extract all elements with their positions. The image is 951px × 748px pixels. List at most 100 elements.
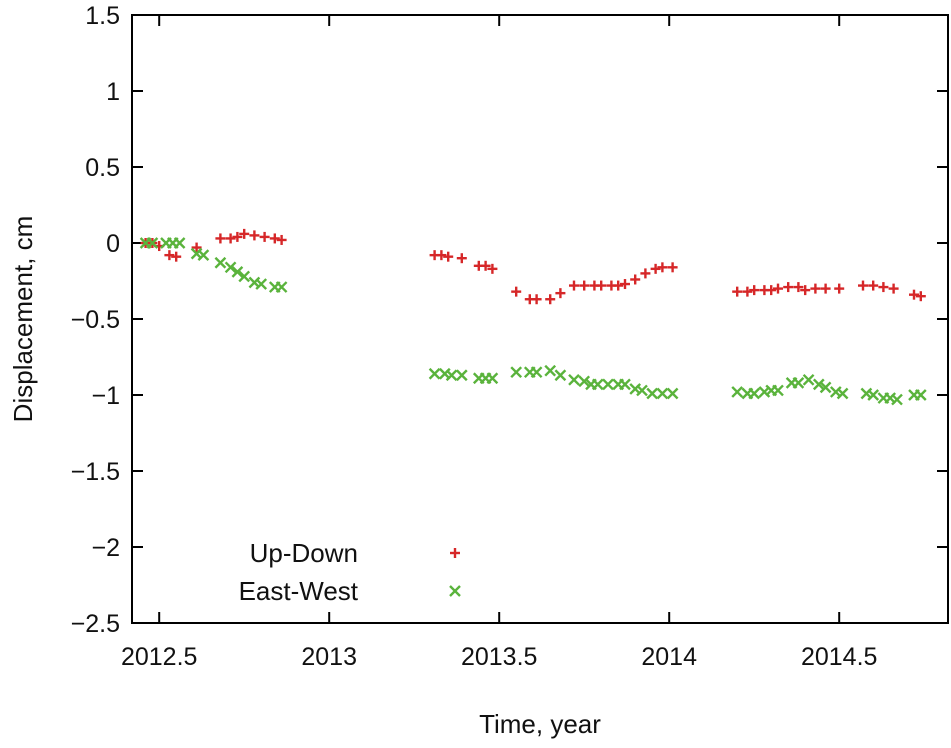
point-up-down bbox=[749, 285, 760, 296]
point-east-west bbox=[666, 387, 679, 400]
point-up-down bbox=[555, 288, 566, 299]
point-up-down bbox=[810, 283, 821, 294]
point-east-west bbox=[836, 387, 849, 400]
point-up-down bbox=[820, 283, 831, 294]
point-east-west bbox=[772, 384, 784, 397]
point-east-west bbox=[214, 256, 227, 269]
point-up-down bbox=[259, 231, 270, 242]
point-up-down bbox=[613, 280, 624, 291]
y-tick-label: −1 bbox=[91, 382, 120, 410]
y-tick-label: 0 bbox=[106, 230, 120, 258]
point-up-down bbox=[732, 286, 743, 297]
point-up-down bbox=[620, 279, 630, 290]
point-up-down bbox=[225, 233, 236, 244]
point-up-down bbox=[531, 294, 542, 305]
point-east-west bbox=[554, 369, 567, 382]
point-up-down bbox=[783, 282, 794, 293]
x-tick-label: 2014.5 bbox=[801, 643, 877, 671]
point-east-west bbox=[802, 373, 815, 386]
point-up-down bbox=[630, 274, 641, 285]
point-east-west bbox=[275, 281, 288, 293]
y-tick-label: 1.5 bbox=[85, 2, 120, 30]
x-tick-label: 2013 bbox=[301, 643, 357, 671]
point-east-west bbox=[173, 237, 186, 249]
point-east-west bbox=[602, 378, 614, 391]
point-up-down bbox=[888, 283, 899, 294]
point-up-down bbox=[511, 286, 522, 297]
legend-label-east-west: East-West bbox=[239, 576, 359, 606]
plot-frame bbox=[131, 14, 949, 624]
x-tick-label: 2014 bbox=[641, 643, 697, 671]
point-up-down bbox=[232, 231, 243, 242]
point-east-west bbox=[455, 369, 468, 382]
point-east-west bbox=[731, 386, 744, 398]
legend-marker-east-west bbox=[449, 585, 461, 597]
point-up-down bbox=[545, 294, 556, 305]
point-up-down bbox=[878, 282, 889, 293]
point-up-down bbox=[239, 228, 250, 239]
point-up-down bbox=[858, 280, 868, 291]
point-up-down bbox=[215, 233, 226, 244]
point-up-down bbox=[276, 234, 287, 245]
point-east-west bbox=[231, 266, 244, 278]
point-east-west bbox=[619, 378, 631, 391]
point-up-down bbox=[269, 233, 280, 244]
point-east-west bbox=[568, 373, 580, 386]
point-east-west bbox=[656, 387, 669, 400]
y-tick-label: −2.5 bbox=[71, 610, 120, 638]
point-east-west bbox=[578, 375, 591, 388]
point-up-down bbox=[191, 242, 202, 253]
x-tick-label: 2012.5 bbox=[121, 643, 197, 671]
point-up-down bbox=[443, 251, 454, 262]
point-east-west bbox=[748, 387, 761, 400]
point-east-west bbox=[819, 381, 832, 394]
y-tick-label: −0.5 bbox=[71, 306, 120, 334]
point-east-west bbox=[445, 369, 458, 382]
legend-marker-up-down bbox=[450, 548, 460, 558]
point-east-west bbox=[238, 270, 251, 283]
point-east-west bbox=[428, 367, 441, 380]
x-axis-title: Time, year bbox=[479, 709, 601, 739]
y-tick-label: −2 bbox=[91, 534, 120, 562]
point-east-west bbox=[255, 278, 268, 290]
point-east-west bbox=[812, 378, 825, 391]
point-up-down bbox=[766, 285, 777, 296]
point-east-west bbox=[224, 261, 237, 274]
point-up-down bbox=[249, 230, 260, 241]
point-up-down bbox=[480, 260, 491, 271]
point-east-west bbox=[867, 389, 880, 401]
y-tick-label: 1 bbox=[106, 78, 120, 106]
point-east-west bbox=[197, 249, 210, 262]
point-up-down bbox=[773, 283, 783, 294]
point-up-down bbox=[909, 289, 919, 300]
point-up-down bbox=[596, 280, 607, 291]
point-up-down bbox=[834, 283, 845, 294]
point-up-down bbox=[650, 263, 661, 274]
point-up-down bbox=[742, 286, 753, 297]
y-tick-label: −1.5 bbox=[71, 458, 120, 486]
point-up-down bbox=[868, 280, 879, 291]
point-up-down bbox=[667, 262, 678, 273]
point-east-west bbox=[486, 372, 499, 385]
point-up-down bbox=[164, 250, 175, 261]
marks-layer bbox=[139, 228, 927, 406]
point-east-west bbox=[591, 378, 604, 391]
point-east-west bbox=[530, 366, 543, 379]
y-tick-label: 0.5 bbox=[85, 154, 120, 182]
x-tick-label: 2013.5 bbox=[461, 643, 537, 671]
point-up-down bbox=[569, 280, 579, 291]
point-east-west bbox=[792, 376, 805, 389]
point-up-down bbox=[436, 250, 447, 261]
point-up-down bbox=[657, 262, 668, 273]
point-up-down bbox=[915, 291, 926, 302]
point-east-west bbox=[146, 237, 159, 249]
point-up-down bbox=[171, 251, 182, 262]
y-axis-title: Displacement, cm bbox=[8, 216, 38, 423]
point-up-down bbox=[793, 282, 804, 293]
point-up-down bbox=[640, 268, 651, 279]
point-east-west bbox=[891, 393, 903, 406]
legend-label-up-down: Up-Down bbox=[250, 538, 358, 568]
point-up-down bbox=[456, 253, 467, 264]
